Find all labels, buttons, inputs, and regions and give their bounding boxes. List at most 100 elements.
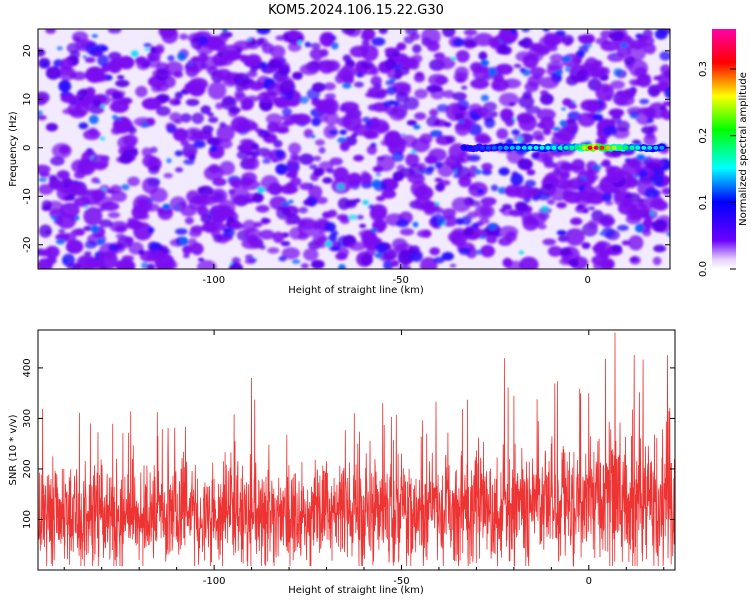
snr-x-tick-label: -50 bbox=[393, 576, 409, 587]
heatmap-cell bbox=[246, 71, 258, 78]
heatmap-cell bbox=[38, 115, 47, 121]
heatmap-cell bbox=[413, 124, 421, 130]
heatmap-cell bbox=[341, 29, 356, 35]
heatmap-cell bbox=[83, 206, 103, 226]
heatmap-cell bbox=[582, 209, 589, 214]
heatmap-cell bbox=[433, 207, 444, 214]
heatmap-cell bbox=[173, 119, 182, 124]
heatmap-cell bbox=[592, 113, 604, 122]
heatmap-cell bbox=[587, 206, 596, 211]
heatmap-cell bbox=[67, 193, 75, 201]
heatmap-cell bbox=[324, 222, 336, 232]
colorbar-gradient bbox=[712, 29, 736, 269]
heatmap-cell bbox=[257, 130, 271, 139]
heatmap-cell bbox=[539, 76, 559, 89]
heatmap-cell bbox=[510, 173, 524, 186]
heatmap-cell bbox=[367, 86, 379, 98]
heatmap-cell bbox=[660, 64, 670, 75]
heatmap-cell bbox=[480, 197, 497, 206]
heatmap-cell bbox=[601, 227, 615, 238]
heatmap-cell bbox=[565, 228, 585, 246]
heatmap-cell bbox=[659, 51, 670, 61]
heatmap-cell bbox=[281, 202, 290, 207]
heatmap-cell bbox=[340, 101, 360, 113]
heatmap-cell bbox=[631, 139, 642, 145]
heatmap-cell bbox=[523, 55, 532, 61]
heatmap-cell bbox=[200, 214, 212, 224]
snr-panel: -100 -50 0 100 200 300 400 Height of straight… bbox=[8, 329, 676, 596]
heatmap-cell bbox=[517, 158, 533, 171]
heatmap-cell bbox=[388, 140, 406, 156]
snr-frame bbox=[37, 329, 676, 571]
heatmap-cell bbox=[291, 259, 301, 264]
heatmap-cell bbox=[470, 43, 478, 48]
heatmap-cell bbox=[553, 167, 562, 176]
heatmap-cell bbox=[155, 44, 165, 53]
heatmap-cell bbox=[449, 263, 457, 268]
heatmap-cell bbox=[419, 257, 438, 269]
heatmap-cell bbox=[38, 164, 51, 174]
heatmap-cell bbox=[442, 208, 456, 219]
heatmap-cell bbox=[309, 48, 325, 60]
heatmap-cell bbox=[259, 229, 275, 240]
heatmap-cell bbox=[491, 83, 502, 90]
heatmap-cell bbox=[403, 35, 414, 44]
heatmap-cell bbox=[110, 190, 127, 203]
heatmap-cell bbox=[438, 56, 456, 70]
heatmap-cell bbox=[543, 161, 557, 169]
heatmap-cell bbox=[549, 184, 569, 201]
heatmap-cell bbox=[664, 87, 670, 99]
heatmap-cell bbox=[458, 106, 468, 111]
heatmap-cell bbox=[326, 168, 335, 174]
heatmap-cell bbox=[443, 90, 455, 99]
heatmap-cell bbox=[610, 115, 622, 124]
heatmap-ridge-core bbox=[515, 145, 521, 150]
heatmap-cell bbox=[652, 256, 662, 266]
heatmap-ridge-core bbox=[593, 145, 599, 150]
heatmap-cell bbox=[393, 73, 402, 80]
heatmap-cell bbox=[284, 186, 296, 195]
heatmap-cell bbox=[567, 103, 578, 110]
heatmap-cell bbox=[292, 71, 303, 80]
heatmap-cell bbox=[601, 40, 611, 45]
heatmap-cell bbox=[414, 112, 427, 120]
heatmap-cell bbox=[221, 96, 237, 111]
heatmap-cell bbox=[260, 175, 279, 193]
heatmap-cell bbox=[445, 155, 458, 167]
heatmap-cell bbox=[272, 231, 285, 243]
heatmap-cell bbox=[288, 142, 302, 155]
heatmap-cell bbox=[478, 51, 488, 61]
heatmap-cell bbox=[116, 75, 125, 80]
heatmap-cell bbox=[391, 238, 408, 252]
heatmap-cell bbox=[666, 232, 670, 237]
heatmap-cell bbox=[600, 30, 612, 39]
heatmap-cell bbox=[147, 226, 155, 234]
heatmap-cell bbox=[279, 64, 291, 76]
heatmap-cell bbox=[339, 216, 350, 224]
heatmap-cell bbox=[337, 247, 350, 257]
heatmap-cell bbox=[642, 218, 654, 228]
heatmap-ridge-core bbox=[533, 145, 539, 150]
heatmap-cell bbox=[555, 69, 563, 75]
heatmap-cell bbox=[313, 167, 325, 177]
heatmap-cell bbox=[392, 100, 400, 107]
heatmap-cell bbox=[392, 64, 403, 70]
heatmap-cells bbox=[38, 29, 670, 269]
heatmap-cell bbox=[356, 72, 363, 78]
heatmap-cell bbox=[143, 43, 152, 48]
heatmap-cell bbox=[653, 200, 669, 211]
heatmap-cell bbox=[123, 236, 134, 244]
heatmap-cell bbox=[611, 53, 617, 57]
heatmap-ridge-core bbox=[485, 145, 491, 150]
heatmap-cell bbox=[387, 249, 399, 256]
heatmap-cell bbox=[198, 35, 208, 46]
heatmap-cell bbox=[498, 167, 510, 176]
heatmap-cell bbox=[410, 251, 423, 263]
heatmap-cell bbox=[653, 75, 663, 81]
heatmap-ridge-core bbox=[551, 145, 557, 150]
heatmap-cell bbox=[381, 189, 397, 199]
heatmap-cell bbox=[50, 156, 65, 166]
heatmap-cell bbox=[599, 232, 604, 236]
heatmap-cell bbox=[405, 153, 420, 168]
